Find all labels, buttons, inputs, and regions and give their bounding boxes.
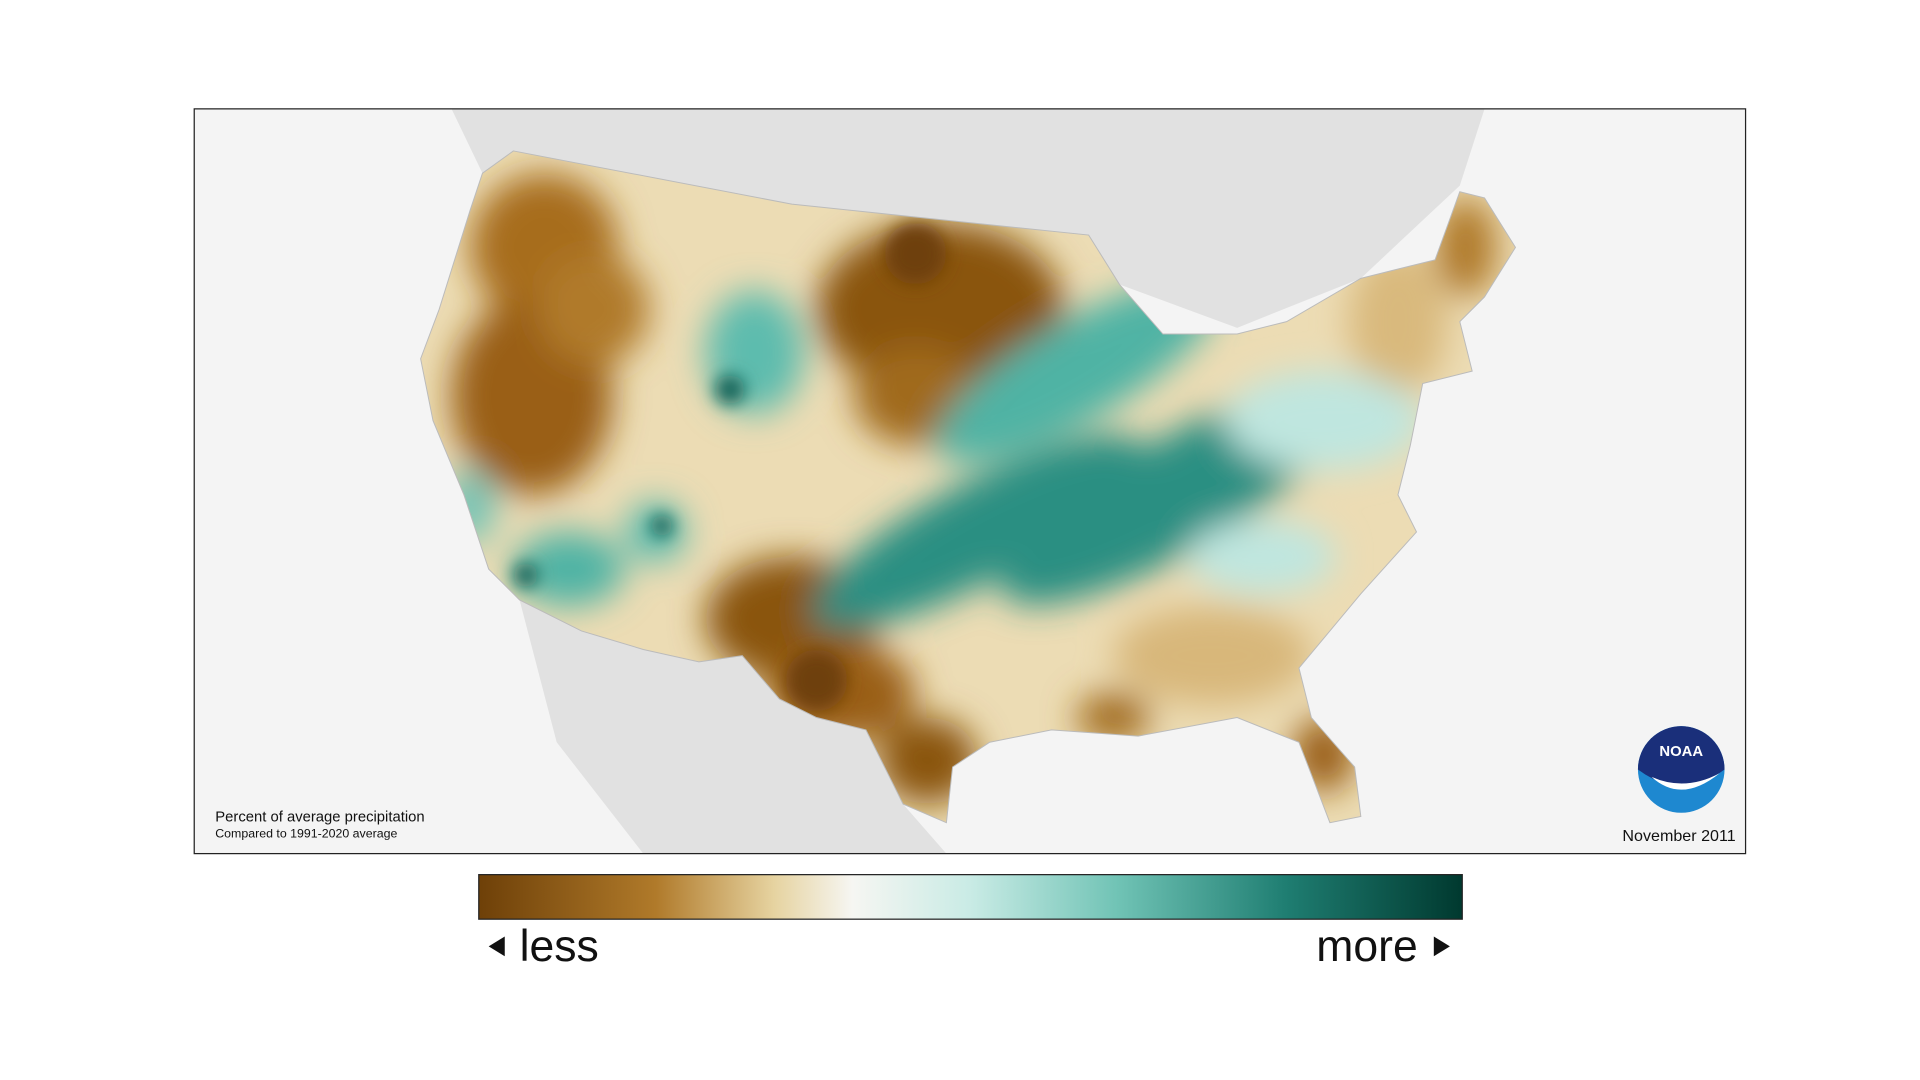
caption-subtitle: Compared to 1991-2020 average	[215, 827, 397, 841]
legend-low: less	[520, 922, 599, 971]
legend: less more	[478, 874, 1463, 971]
noaa-logo: NOAA	[1637, 726, 1725, 813]
map-date: November 2011	[1622, 827, 1735, 845]
legend-high: more	[1316, 922, 1417, 971]
colorbar	[478, 874, 1463, 920]
map: NOAA Percent of average precipitation Co…	[194, 108, 1746, 854]
map-frame	[193, 108, 1747, 855]
us-outline	[420, 150, 1517, 824]
mexico	[519, 600, 947, 854]
arrow-left	[488, 936, 505, 957]
arrow-right	[1433, 936, 1450, 957]
canada	[451, 108, 1485, 328]
caption-title: Percent of average precipitation	[215, 809, 424, 825]
logo-text: NOAA	[1659, 744, 1703, 760]
